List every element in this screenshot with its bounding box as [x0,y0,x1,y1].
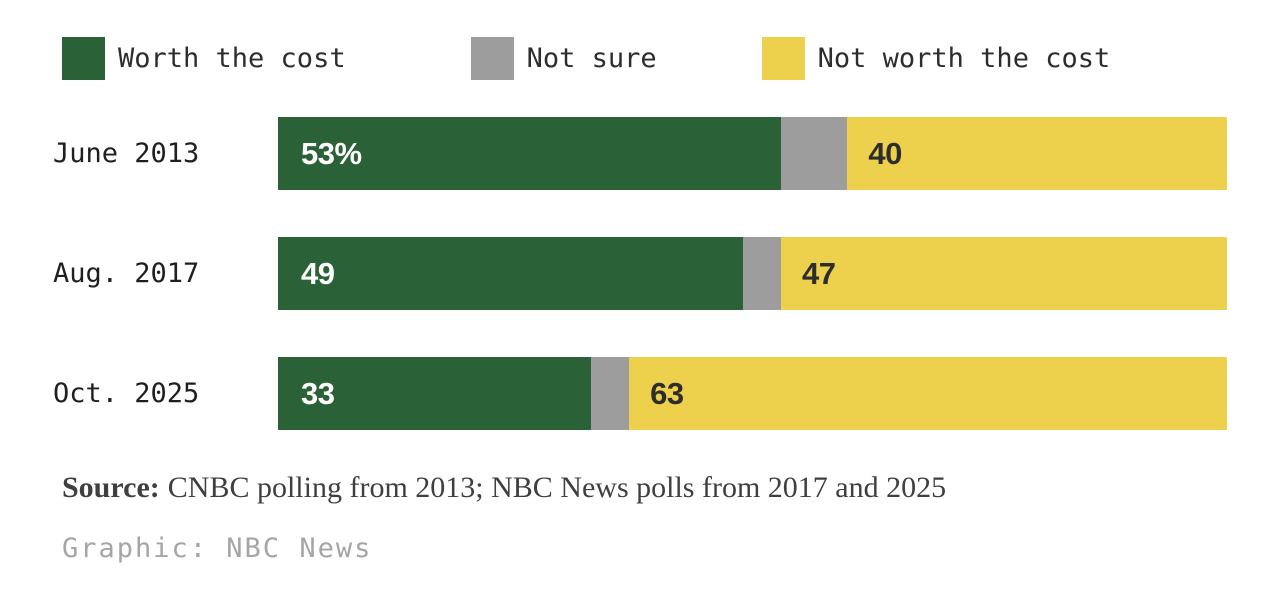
source-text: CNBC polling from 2013; NBC News polls f… [167,471,947,504]
legend-label-worth: Worth the cost [118,43,346,74]
bar-segment-not-sure [780,117,848,190]
bar-value-label: 53% [301,135,362,171]
legend-swatch-not-sure [470,37,514,80]
bar-segment-not-worth: 63 [629,357,1227,430]
stacked-bar: 33 63 [278,357,1227,430]
bar-row-june-2013: June 2013 53% 40 [53,117,1227,190]
stacked-bar: 53% 40 [278,117,1227,190]
legend-swatch-worth [62,37,105,80]
legend-label-not-worth: Not worth the cost [817,43,1111,74]
category-label: Aug. 2017 [53,258,200,289]
bar-segment-worth: 33 [278,357,592,430]
legend-item-worth: Worth the cost [62,37,346,80]
bar-row-oct-2025: Oct. 2025 33 63 [53,357,1227,430]
bar-value-label: 47 [801,255,836,291]
bar-value-label: 40 [868,135,902,171]
bar-value-label: 63 [650,375,684,411]
bar-segment-worth: 53% [278,117,781,190]
legend-item-not-worth: Not worth the cost [761,37,1111,80]
legend-label-not-sure: Not sure [526,43,657,74]
stacked-bar: 49 47 [278,237,1227,310]
credit-line: Graphic: NBC News [62,533,373,564]
bar-value-label: 49 [301,255,335,291]
bar-segment-not-sure [743,237,781,310]
bar-segment-not-worth: 40 [847,117,1227,190]
bar-value-label: 33 [301,375,335,411]
source-label: Source: [62,471,160,504]
category-label: June 2013 [53,138,200,169]
bar-segment-not-sure [591,357,630,430]
bar-row-aug-2017: Aug. 2017 49 47 [53,237,1227,310]
legend-item-not-sure: Not sure [470,37,657,80]
stacked-bar-chart: June 2013 53% 40 Aug. 2017 49 47 [53,117,1227,430]
source-line: Source: CNBC polling from 2013; NBC News … [62,471,946,505]
category-label: Oct. 2025 [53,378,200,409]
bar-segment-not-worth: 47 [780,237,1227,310]
bar-segment-worth: 49 [278,237,743,310]
legend-swatch-not-worth [761,37,805,80]
legend: Worth the cost Not sure Not worth the co… [62,37,1110,80]
